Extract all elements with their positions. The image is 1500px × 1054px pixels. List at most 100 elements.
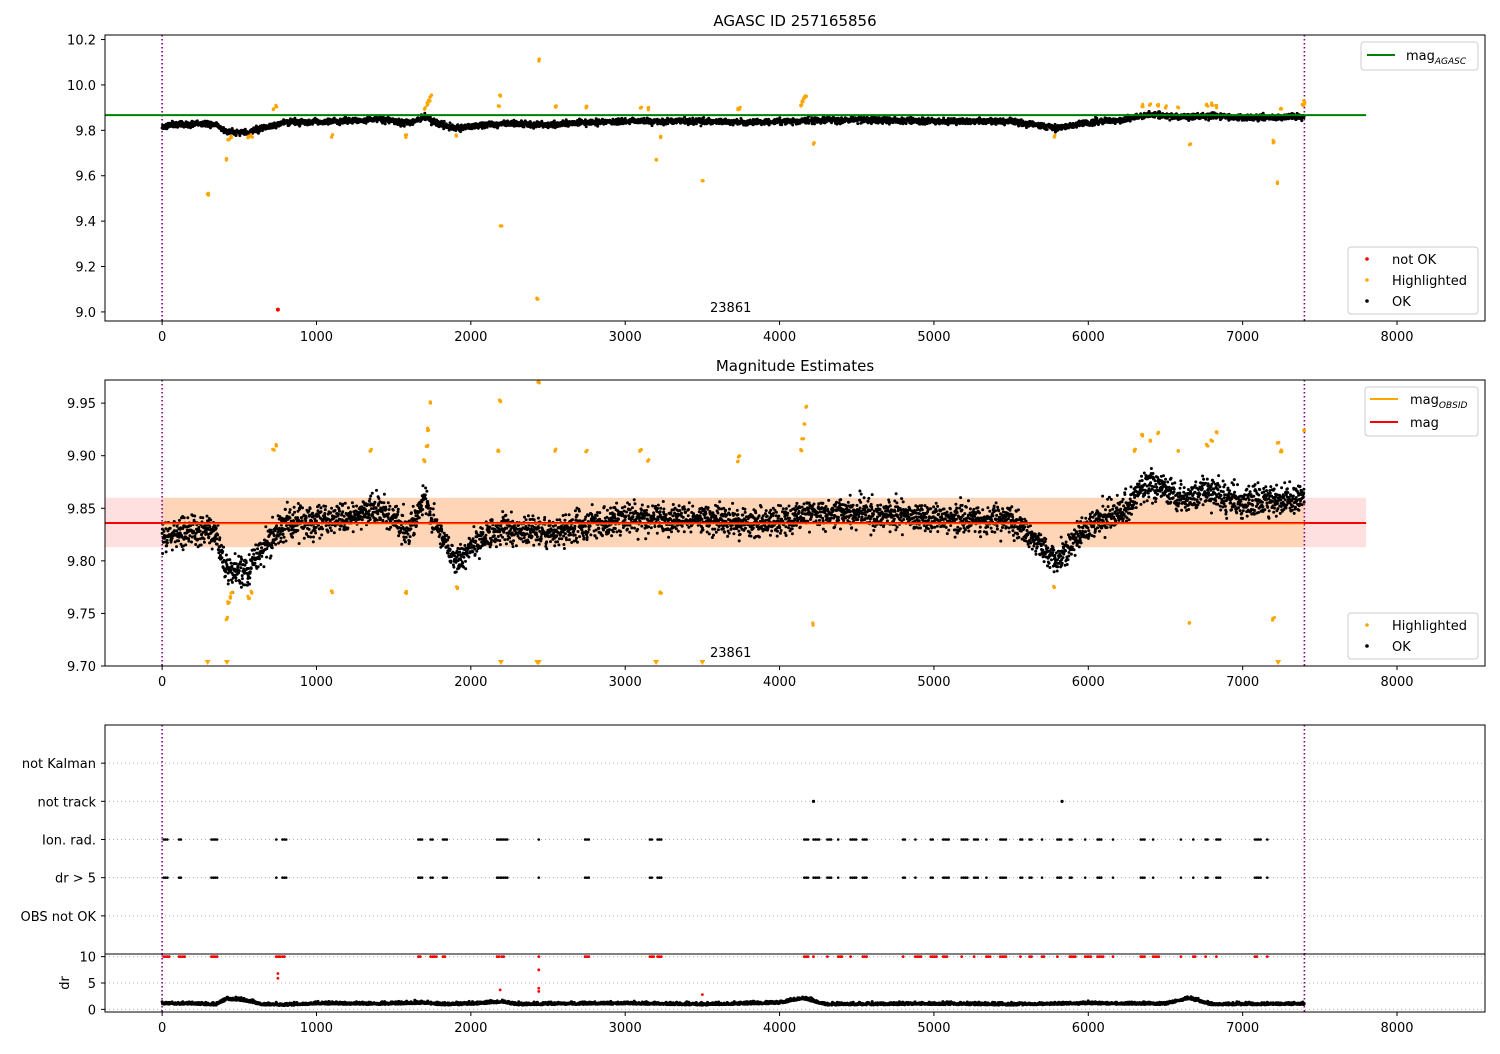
highlighted-point bbox=[251, 136, 254, 139]
ok-point bbox=[165, 550, 168, 553]
legend-ok-marker bbox=[1365, 299, 1369, 303]
ok-point bbox=[194, 543, 197, 546]
y-tick-label: 9.4 bbox=[75, 215, 96, 230]
ok-point bbox=[403, 125, 406, 128]
ok-point bbox=[1300, 119, 1303, 122]
ok-point bbox=[177, 539, 180, 542]
highlighted-point bbox=[497, 105, 500, 108]
ok-point bbox=[791, 124, 794, 127]
highlighted-point bbox=[1211, 104, 1214, 107]
ok-point bbox=[486, 126, 489, 129]
x-tick-label: 3000 bbox=[609, 330, 642, 345]
ok-point bbox=[165, 544, 168, 547]
panel1-y-ticks: 9.09.29.49.69.810.010.2 bbox=[67, 34, 105, 321]
ok-point bbox=[163, 530, 166, 533]
y-tick-label: 10.2 bbox=[67, 34, 96, 49]
ok-point bbox=[229, 569, 232, 572]
ok-point bbox=[449, 121, 452, 124]
ok-point bbox=[209, 519, 212, 522]
legend-ok-label: OK bbox=[1392, 295, 1411, 310]
y-tick-label: 9.6 bbox=[75, 170, 96, 185]
ok-point bbox=[175, 545, 178, 548]
ok-point bbox=[702, 116, 705, 119]
ok-point bbox=[231, 581, 234, 584]
ok-point bbox=[271, 516, 274, 519]
ok-point bbox=[216, 543, 219, 546]
highlighted-point bbox=[804, 94, 807, 97]
highlighted-point bbox=[227, 138, 230, 141]
ok-point bbox=[213, 540, 216, 543]
ok-point bbox=[778, 116, 781, 119]
panel2-title: Magnitude Estimates bbox=[716, 357, 874, 375]
highlighted-point bbox=[1205, 104, 1208, 107]
x-tick-label: 2000 bbox=[454, 330, 487, 345]
highlighted-point bbox=[1276, 180, 1279, 183]
x-tick-label: 5000 bbox=[917, 330, 950, 345]
ok-point bbox=[254, 543, 257, 546]
ok-point bbox=[273, 534, 276, 537]
legend-highlighted-marker bbox=[1365, 278, 1369, 282]
highlighted-point bbox=[274, 105, 277, 108]
ok-point bbox=[443, 120, 446, 123]
ok-point bbox=[253, 548, 256, 551]
ok-point bbox=[207, 535, 210, 538]
ok-point bbox=[260, 546, 263, 549]
ok-point bbox=[240, 586, 243, 589]
highlighted-point bbox=[1157, 105, 1160, 108]
highlighted-point bbox=[499, 224, 502, 227]
ok-point bbox=[200, 544, 203, 547]
highlighted-point bbox=[585, 105, 588, 108]
ok-point bbox=[239, 560, 242, 563]
panel1-title: AGASC ID 257165856 bbox=[713, 12, 876, 30]
x-tick-label: 4000 bbox=[763, 330, 796, 345]
ok-point bbox=[245, 561, 248, 564]
highlighted-point bbox=[404, 136, 407, 139]
ok-point bbox=[271, 546, 274, 549]
ok-point bbox=[169, 527, 172, 530]
highlighted-point bbox=[423, 107, 426, 110]
ok-point bbox=[199, 530, 202, 533]
ok-point bbox=[241, 577, 244, 580]
panel1-annotation: 23861 bbox=[710, 301, 751, 316]
legend-highlighted-label: Highlighted bbox=[1392, 274, 1467, 289]
ok-point bbox=[208, 525, 211, 528]
ok-point bbox=[222, 546, 225, 549]
ok-point bbox=[227, 582, 230, 585]
ok-point bbox=[699, 124, 702, 127]
highlighted-point bbox=[1164, 106, 1167, 109]
ok-point bbox=[178, 519, 181, 522]
ok-point bbox=[254, 562, 257, 565]
ok-point bbox=[275, 537, 278, 540]
highlighted-point bbox=[1176, 106, 1179, 109]
ok-point bbox=[585, 125, 588, 128]
x-tick-label: 0 bbox=[158, 330, 166, 345]
ok-point bbox=[230, 565, 233, 568]
ok-point bbox=[1168, 119, 1171, 122]
ok-point bbox=[257, 565, 260, 568]
highlighted-point bbox=[812, 143, 815, 146]
ok-point bbox=[182, 548, 185, 551]
ok-point bbox=[260, 555, 263, 558]
highlighted-point bbox=[1189, 142, 1192, 145]
ok-point bbox=[166, 541, 169, 544]
panel1-legend-lower: not OK Highlighted OK bbox=[1348, 247, 1478, 314]
highlighted-point bbox=[225, 157, 228, 160]
highlighted-point bbox=[426, 104, 429, 107]
highlighted-point bbox=[1148, 104, 1151, 107]
ok-point bbox=[238, 569, 241, 572]
ok-point bbox=[249, 570, 252, 573]
highlighted-point bbox=[1272, 139, 1275, 142]
ok-point bbox=[206, 515, 209, 518]
panel1-frame bbox=[105, 35, 1485, 321]
ok-point bbox=[270, 555, 273, 558]
x-tick-label: 6000 bbox=[1072, 330, 1105, 345]
ok-point bbox=[196, 538, 199, 541]
ok-point bbox=[248, 583, 251, 586]
highlighted-point bbox=[428, 96, 431, 99]
ok-point bbox=[856, 122, 859, 125]
ok-point bbox=[211, 548, 214, 551]
highlighted-point bbox=[738, 108, 741, 111]
highlighted-point bbox=[428, 99, 431, 102]
